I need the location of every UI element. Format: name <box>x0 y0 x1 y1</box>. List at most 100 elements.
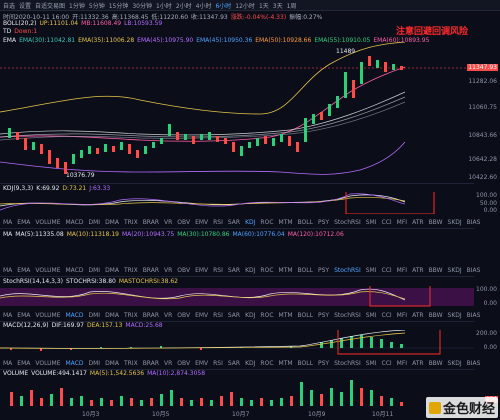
tab-macd[interactable]: MACD <box>65 219 84 226</box>
toolbar-item[interactable]: 12小时 <box>235 2 255 10</box>
tab-dmi[interactable]: DMI <box>88 219 101 226</box>
tab-brar[interactable]: BRAR <box>142 360 160 367</box>
tab-ema[interactable]: EMA <box>17 360 31 367</box>
tab-stochrsi[interactable]: StochRSI <box>334 312 361 319</box>
price-chart[interactable] <box>0 42 474 182</box>
tab-boll[interactable]: BOLL <box>297 360 313 367</box>
tab-dma[interactable]: DMA <box>105 360 119 367</box>
tab-vr[interactable]: VR <box>164 312 173 319</box>
tab-rsi[interactable]: RSI <box>213 312 223 319</box>
macd-chart[interactable] <box>0 330 474 356</box>
tab-bbw[interactable]: BBW <box>428 267 443 274</box>
tab-bias[interactable]: BIAS <box>466 312 481 319</box>
tab-atr[interactable]: ATR <box>412 360 424 367</box>
tab-roc[interactable]: ROC <box>260 219 274 226</box>
toolbar-item[interactable]: 自适交易图 <box>35 2 66 10</box>
tab-emv[interactable]: EMV <box>195 219 209 226</box>
tab-obv[interactable]: OBV <box>177 312 191 319</box>
tab-skdj[interactable]: SKDJ <box>447 219 462 226</box>
tab-brar[interactable]: BRAR <box>142 267 160 274</box>
tab-trix[interactable]: TRIX <box>123 219 138 226</box>
tab-atr[interactable]: ATR <box>412 267 424 274</box>
tab-cci[interactable]: CCI <box>381 219 392 226</box>
tab-obv[interactable]: OBV <box>177 267 191 274</box>
tab-dma[interactable]: DMA <box>105 219 119 226</box>
tab-volume[interactable]: VOLUME <box>35 360 61 367</box>
tab-ma[interactable]: MA <box>3 267 13 274</box>
tab-trix[interactable]: TRIX <box>123 267 138 274</box>
tab-macd[interactable]: MACD <box>65 267 84 274</box>
tab-mfi[interactable]: MFI <box>396 267 408 274</box>
tab-roc[interactable]: ROC <box>260 360 274 367</box>
tab-trix[interactable]: TRIX <box>123 312 138 319</box>
tab-volume[interactable]: VOLUME <box>35 267 61 274</box>
tab-stochrsi[interactable]: StochRSI <box>334 360 361 367</box>
tab-stochrsi[interactable]: StochRSI <box>334 267 361 274</box>
tab-kdj[interactable]: KDJ <box>245 267 256 274</box>
tab-ma[interactable]: MA <box>3 312 13 319</box>
tab-sar[interactable]: SAR <box>227 219 241 226</box>
tab-emv[interactable]: EMV <box>195 360 209 367</box>
tab-ma[interactable]: MA <box>3 360 13 367</box>
tab-rsi[interactable]: RSI <box>213 267 223 274</box>
tab-roc[interactable]: ROC <box>260 267 274 274</box>
tab-mfi[interactable]: MFI <box>396 312 408 319</box>
kdj-chart[interactable] <box>0 192 474 214</box>
tab-kdj[interactable]: KDJ <box>245 219 256 226</box>
tab-kdj[interactable]: KDJ <box>245 360 256 367</box>
toolbar-item[interactable]: 30分钟 <box>132 2 152 10</box>
tab-ema[interactable]: EMA <box>17 267 31 274</box>
tab-psy[interactable]: PSY <box>317 267 330 274</box>
tab-cci[interactable]: CCI <box>381 360 392 367</box>
tab-mtm[interactable]: MTM <box>278 219 293 226</box>
tab-dmi[interactable]: DMI <box>88 312 101 319</box>
toolbar-item[interactable]: 15分钟 <box>108 2 129 10</box>
tab-volume[interactable]: VOLUME <box>35 312 61 319</box>
tab-vr[interactable]: VR <box>164 219 173 226</box>
tab-ema[interactable]: EMA <box>17 219 31 226</box>
tab-boll[interactable]: BOLL <box>297 219 313 226</box>
toolbar-item[interactable]: 4小时 <box>195 2 212 10</box>
tab-bbw[interactable]: BBW <box>428 360 443 367</box>
toolbar-item[interactable]: 3天 <box>272 2 283 10</box>
tab-cci[interactable]: CCI <box>381 312 392 319</box>
tab-boll[interactable]: BOLL <box>297 267 313 274</box>
tab-bias[interactable]: BIAS <box>466 219 481 226</box>
tab-stochrsi[interactable]: StochRSI <box>334 219 361 226</box>
tab-mtm[interactable]: MTM <box>278 312 293 319</box>
tab-mtm[interactable]: MTM <box>278 360 293 367</box>
toolbar-item-active[interactable]: 6小时 <box>215 2 232 10</box>
tab-macd[interactable]: MACD <box>65 312 84 319</box>
tab-rsi[interactable]: RSI <box>213 219 223 226</box>
tab-bias[interactable]: BIAS <box>466 360 481 367</box>
tab-smi[interactable]: SMI <box>365 219 377 226</box>
toolbar-item[interactable]: 2小时 <box>175 2 192 10</box>
tab-emv[interactable]: EMV <box>195 312 209 319</box>
tab-skdj[interactable]: SKDJ <box>447 312 462 319</box>
toolbar-item[interactable]: 1小时 <box>155 2 172 10</box>
tab-dma[interactable]: DMA <box>105 312 119 319</box>
toolbar-item[interactable]: 设置 <box>19 2 32 10</box>
tab-ema[interactable]: EMA <box>17 312 31 319</box>
tab-bias[interactable]: BIAS <box>466 267 481 274</box>
tab-skdj[interactable]: SKDJ <box>447 267 462 274</box>
tab-roc[interactable]: ROC <box>260 312 274 319</box>
tab-obv[interactable]: OBV <box>177 360 191 367</box>
tab-smi[interactable]: SMI <box>365 312 377 319</box>
tab-psy[interactable]: PSY <box>317 312 330 319</box>
tab-dmi[interactable]: DMI <box>88 267 101 274</box>
toolbar-item[interactable]: 1分钟 <box>69 2 85 10</box>
tab-skdj[interactable]: SKDJ <box>447 360 462 367</box>
tab-volume[interactable]: VOLUME <box>35 219 61 226</box>
tab-obv[interactable]: OBV <box>177 219 191 226</box>
tab-emv[interactable]: EMV <box>195 267 209 274</box>
tab-ma[interactable]: MA <box>3 219 13 226</box>
volume-chart[interactable] <box>0 378 474 406</box>
toolbar-item[interactable]: 自选 <box>3 2 16 10</box>
tab-mfi[interactable]: MFI <box>396 360 408 367</box>
tab-macd[interactable]: MACD <box>65 360 84 367</box>
tab-vr[interactable]: VR <box>164 267 173 274</box>
tab-boll[interactable]: BOLL <box>297 312 313 319</box>
tab-bbw[interactable]: BBW <box>428 312 443 319</box>
tab-psy[interactable]: PSY <box>317 360 330 367</box>
